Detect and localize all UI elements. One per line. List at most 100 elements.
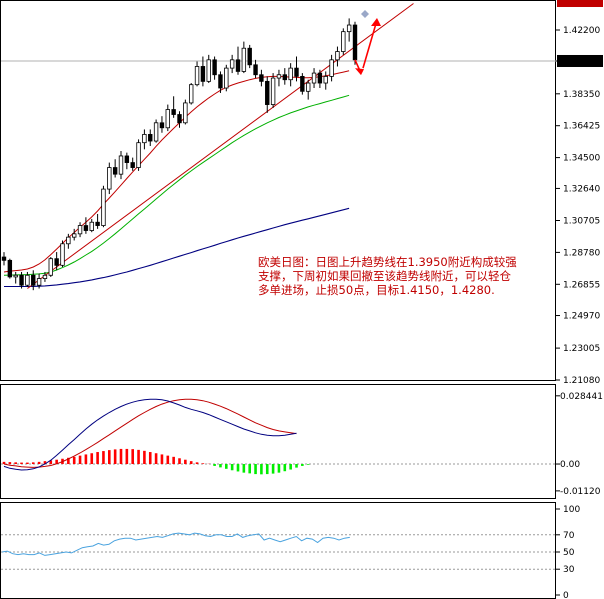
candle [107, 162, 112, 195]
candle [305, 79, 311, 100]
ma-slow-line [4, 207, 350, 288]
candle-body [183, 102, 188, 124]
candle [265, 76, 270, 113]
candle-body [83, 225, 89, 231]
candle-body [329, 59, 334, 77]
main-y-tick-label: 1.38350 [563, 90, 600, 100]
candle [148, 129, 153, 147]
candle-body [112, 167, 118, 175]
candle-body [247, 47, 252, 66]
macd-main-line [3, 398, 297, 471]
main-y-tick-label: 1.30705 [563, 216, 600, 226]
candle [335, 46, 340, 67]
candle-body [171, 109, 176, 115]
macd-panel: 0.028441 0.00 -0.01120 [1, 392, 603, 497]
main-y-tick-label: 1.34500 [563, 154, 600, 164]
current-price-label: 1.40330 [561, 57, 598, 67]
candle-body [77, 225, 83, 235]
candle-body [66, 236, 71, 245]
candle [300, 73, 305, 95]
candle [19, 271, 24, 289]
candle-body [48, 258, 53, 276]
current-price-box [557, 54, 603, 67]
candle [124, 152, 130, 170]
candle-body [42, 274, 48, 279]
candle-body [107, 167, 112, 190]
candle [183, 99, 188, 125]
candle [31, 270, 36, 291]
main-y-tick-label: 1.24970 [563, 312, 600, 322]
candle [136, 139, 141, 171]
candle-body [19, 274, 24, 286]
candle-body [165, 109, 170, 129]
candle [188, 83, 194, 105]
candle [77, 222, 83, 238]
candle-body [159, 122, 165, 129]
candle [317, 69, 323, 89]
bottom-y-tick-label: 0 [563, 591, 569, 599]
target-arrow-head [371, 18, 381, 27]
candle [72, 228, 77, 241]
candle-body [218, 74, 223, 89]
annotation-line-2: 支撑，下周初如果回撤至该趋势线附近，可以轻仓 [258, 269, 511, 283]
main-panel-frame [0, 0, 556, 381]
candle [159, 116, 165, 133]
candle-body [136, 142, 141, 168]
candle-body [235, 59, 241, 72]
candle-body [335, 51, 340, 61]
main-y-tick-label: 1.36425 [563, 122, 600, 132]
candle [241, 41, 247, 74]
candle [235, 46, 241, 75]
candle [352, 21, 358, 65]
macd-panel-frame [0, 384, 556, 499]
candle [142, 129, 147, 150]
candle [83, 217, 89, 234]
pullback-arrow-head [355, 68, 364, 76]
candle [346, 18, 352, 42]
candle-body [1, 256, 7, 261]
macd-signal-line [3, 398, 297, 468]
candle-body [177, 114, 182, 124]
bottom-panel-frame [0, 502, 556, 599]
candle [247, 44, 252, 69]
candle-body [89, 221, 94, 231]
main-y-tick-label: 1.28780 [563, 248, 600, 258]
ma-mid-line [3, 94, 350, 276]
candle [212, 56, 217, 80]
candle [341, 28, 346, 55]
candle-body [270, 77, 276, 105]
bottom-y-tick-label: 30 [563, 565, 575, 575]
candle [294, 56, 299, 82]
target-arrow-line [362, 19, 378, 69]
candle-body [253, 64, 258, 76]
candle [253, 59, 258, 79]
candle [224, 64, 229, 92]
candle [282, 68, 287, 85]
candle [276, 69, 282, 87]
candle [288, 63, 293, 87]
candle [25, 271, 30, 287]
candle [270, 73, 276, 108]
candle-body [194, 66, 200, 86]
main-y-tick-label: 1.42200 [563, 26, 600, 36]
uptrend-line [27, 3, 414, 289]
macd-y-tick-label: 0.00 [560, 460, 580, 470]
candle [259, 69, 264, 87]
candle-body [101, 188, 106, 226]
candle-body [305, 82, 311, 92]
candle [13, 271, 18, 284]
candle [229, 54, 235, 74]
top-price-badge [557, 0, 603, 7]
candle-body [36, 278, 42, 286]
candle [48, 257, 53, 277]
oscillator-line [1, 532, 350, 556]
candle [101, 185, 106, 228]
candle-body [188, 84, 194, 104]
candle-body [300, 76, 305, 92]
candle-body [142, 134, 147, 144]
candle [218, 71, 223, 93]
candle-body [229, 59, 235, 69]
candle [194, 61, 200, 87]
candle [7, 258, 13, 279]
